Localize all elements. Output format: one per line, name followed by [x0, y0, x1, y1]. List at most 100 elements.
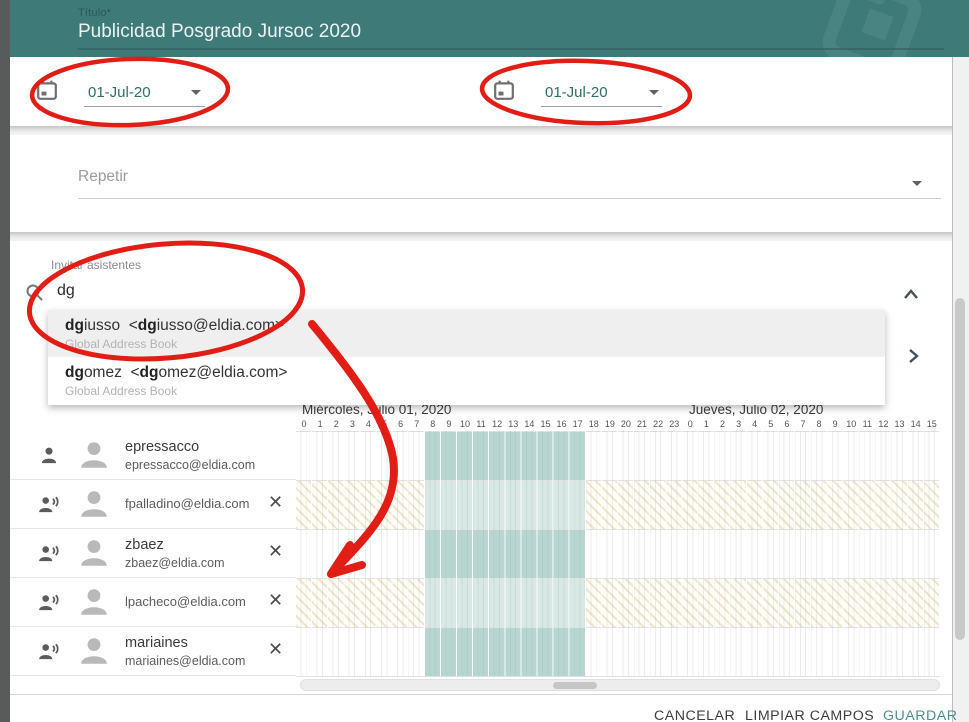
freebusy-row[interactable] — [296, 628, 940, 677]
hour-label: 14 — [524, 419, 535, 429]
attendee-name: zbaez — [125, 537, 164, 553]
person-voice-icon — [39, 594, 59, 611]
invite-attendees-label: Invitar asistentes — [51, 258, 142, 272]
busy-block — [424, 579, 586, 627]
avatar-icon — [81, 638, 107, 664]
hour-label: 18 — [588, 419, 599, 429]
suggestion-text: dgiusso <dgiusso@eldia.com> — [65, 317, 285, 334]
hour-label: 10 — [846, 419, 857, 429]
start-date-caret-icon[interactable] — [191, 90, 201, 95]
chevron-right-icon[interactable] — [903, 346, 923, 366]
end-date-picker[interactable]: 01-Jul-20 — [545, 84, 608, 101]
hour-label: 12 — [492, 419, 503, 429]
hour-label: 5 — [382, 419, 388, 429]
repeat-underline — [78, 198, 941, 199]
organizer-person-icon — [41, 447, 57, 464]
attendee-email: mariaines@eldia.com — [125, 654, 246, 668]
horizontal-scrollbar-thumb[interactable] — [553, 682, 597, 689]
hour-label: 1 — [317, 419, 323, 429]
hour-label: 13 — [894, 419, 905, 429]
hour-label: 9 — [832, 419, 838, 429]
attendee-email: fpalladino@eldia.com — [125, 496, 250, 511]
hour-label: 6 — [398, 419, 404, 429]
section-divider — [10, 232, 952, 241]
suggestion-item[interactable]: dgomez <dgomez@eldia.com> Global Address… — [48, 357, 885, 404]
hour-label: 1 — [703, 419, 709, 429]
hour-label: 2 — [333, 419, 339, 429]
repeat-select[interactable]: Repetir — [78, 168, 128, 185]
hour-label: 19 — [604, 419, 615, 429]
hour-label: 7 — [800, 419, 806, 429]
hour-label: 11 — [862, 419, 872, 429]
suggestion-text: dgomez <dgomez@eldia.com> — [65, 364, 288, 381]
cancel-button[interactable]: CANCELAR — [654, 708, 736, 722]
freebusy-row[interactable] — [296, 432, 940, 481]
hour-label: 3 — [349, 419, 355, 429]
remove-attendee-button[interactable]: ✕ — [268, 639, 284, 659]
attendee-email: epressacco@eldia.com — [125, 458, 256, 472]
suggestion-item[interactable]: dgiusso <dgiusso@eldia.com> Global Addre… — [48, 310, 885, 357]
remove-attendee-button[interactable]: ✕ — [268, 541, 284, 561]
end-date-underline — [541, 106, 662, 107]
hour-label: 0 — [687, 419, 693, 429]
suggestion-source: Global Address Book — [65, 384, 178, 398]
hour-label: 5 — [768, 419, 774, 429]
save-button[interactable]: GUARDAR — [883, 708, 958, 722]
person-voice-icon — [39, 496, 59, 513]
title-field-label: Título* — [78, 7, 112, 19]
end-date-caret-icon[interactable] — [649, 90, 659, 95]
avatar-icon — [81, 491, 107, 517]
window-left-edge — [0, 0, 10, 722]
suggestion-source: Global Address Book — [65, 337, 178, 351]
hour-label: 3 — [736, 419, 742, 429]
vertical-scrollbar-thumb[interactable] — [955, 298, 965, 640]
freebusy-row-no-info[interactable] — [296, 481, 940, 530]
busy-block — [424, 481, 586, 529]
attendee-name: mariaines — [125, 635, 188, 651]
hour-label: 2 — [719, 419, 725, 429]
hour-label: 9 — [446, 419, 452, 429]
hour-label: 20 — [620, 419, 631, 429]
chevron-up-icon[interactable] — [901, 285, 921, 305]
busy-block — [424, 432, 586, 480]
hour-label: 15 — [926, 419, 937, 429]
dialog-header: Título* Publicidad Posgrado Jursoc 2020 — [10, 0, 969, 57]
hour-label: 0 — [301, 419, 307, 429]
start-date-picker[interactable]: 01-Jul-20 — [88, 84, 151, 101]
repeat-caret-icon[interactable] — [912, 181, 922, 186]
section-divider — [10, 126, 952, 135]
freebusy-grid[interactable] — [296, 431, 940, 677]
attendee-row: lpacheco@eldia.com ✕ — [10, 578, 296, 627]
hour-label: 12 — [878, 419, 889, 429]
title-input[interactable]: Publicidad Posgrado Jursoc 2020 — [78, 21, 362, 42]
hour-label: 16 — [556, 419, 567, 429]
hour-label: 4 — [752, 419, 758, 429]
hour-label: 6 — [784, 419, 790, 429]
person-voice-icon — [39, 643, 59, 660]
hour-label: 4 — [365, 419, 371, 429]
freebusy-row-no-info[interactable] — [296, 579, 940, 628]
person-voice-icon — [39, 545, 59, 562]
footer-divider — [10, 694, 952, 695]
hour-label: 15 — [540, 419, 551, 429]
attendee-email: lpacheco@eldia.com — [125, 594, 246, 609]
hour-label: 10 — [459, 419, 470, 429]
attendee-name: epressacco — [125, 439, 200, 455]
hour-label: 8 — [816, 419, 822, 429]
hour-label: 11 — [476, 419, 486, 429]
autocomplete-dropdown: dgiusso <dgiusso@eldia.com> Global Addre… — [48, 310, 885, 405]
clear-fields-button[interactable]: LIMPIAR CAMPOS — [745, 708, 875, 722]
avatar-icon — [81, 589, 107, 615]
invite-attendees-input[interactable]: dg — [57, 282, 75, 299]
horizontal-scrollbar-track[interactable] — [300, 679, 940, 691]
avatar-icon — [81, 540, 107, 566]
attendee-email: zbaez@eldia.com — [125, 556, 225, 570]
title-underline — [78, 48, 944, 50]
attendee-row: fpalladino@eldia.com ✕ — [10, 480, 296, 529]
hour-label: 23 — [669, 419, 680, 429]
freebusy-row[interactable] — [296, 530, 940, 579]
day-header: Jueves, Julio 02, 2020 — [689, 402, 824, 417]
remove-attendee-button[interactable]: ✕ — [268, 590, 284, 610]
remove-attendee-button[interactable]: ✕ — [268, 492, 284, 512]
